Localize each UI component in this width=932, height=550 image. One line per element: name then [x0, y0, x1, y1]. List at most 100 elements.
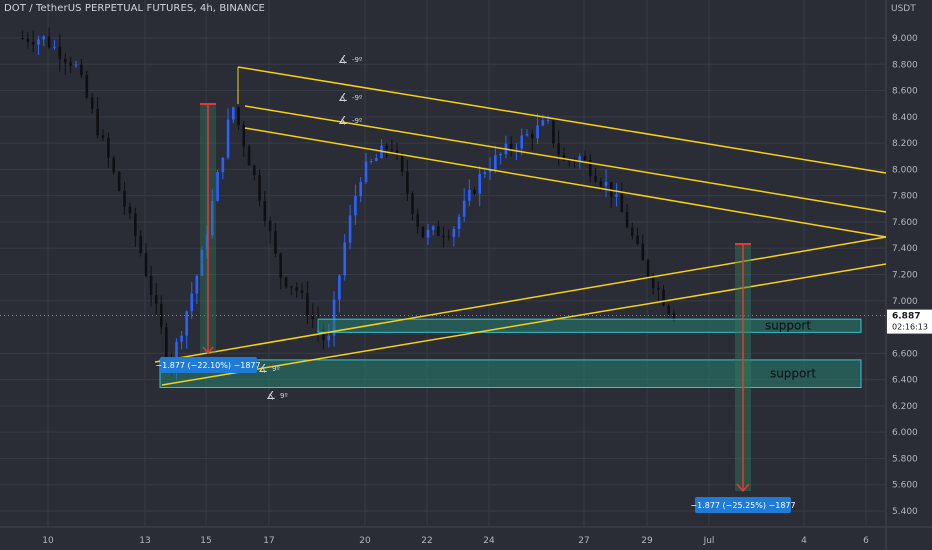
symbol-title: DOT / TetherUS PERPETUAL FUTURES, 4h, BI… — [4, 3, 265, 14]
price-tick-label: 8.600 — [892, 87, 918, 97]
candle-up — [426, 229, 430, 238]
time-tick-label: 10 — [42, 536, 54, 546]
price-tick-label: 6.600 — [892, 349, 918, 359]
candle-up — [499, 154, 502, 156]
time-tick-label: 27 — [578, 536, 589, 546]
candle-down — [562, 154, 566, 161]
candle-down — [567, 160, 571, 162]
candle-up — [74, 64, 78, 66]
bar-countdown: 02:16:13 — [892, 323, 928, 332]
trendline[interactable] — [244, 127, 887, 238]
measure-label-right-bg — [695, 497, 791, 513]
candle-down — [395, 150, 399, 156]
angle-mark-label: -9º — [352, 117, 362, 125]
candle-up — [200, 249, 204, 276]
candle-up — [175, 341, 178, 368]
candle-down — [667, 305, 670, 314]
time-tick-label: 17 — [263, 536, 274, 546]
time-tick-label: 29 — [641, 536, 653, 546]
price-tick-label: 6.000 — [892, 428, 918, 438]
candle-down — [154, 295, 158, 304]
candle-up — [541, 120, 545, 126]
angle-mark-label: 9º — [280, 392, 288, 400]
candle-up — [37, 39, 40, 45]
trendline[interactable] — [161, 263, 887, 386]
trendline[interactable] — [244, 105, 887, 213]
candle-up — [494, 155, 497, 170]
candle-up — [578, 156, 582, 162]
time-tick-label: 24 — [483, 536, 495, 546]
candle-up — [369, 161, 373, 163]
candle-down — [134, 213, 137, 237]
candle-up — [525, 134, 529, 136]
candle-down — [631, 227, 634, 236]
candle-down — [96, 109, 99, 136]
candle-down — [651, 276, 655, 289]
support-zone-upper[interactable] — [317, 318, 862, 333]
candle-up — [180, 335, 183, 342]
time-tick-label: 20 — [359, 536, 371, 546]
angle-icon: ∡ — [338, 91, 348, 104]
candle-down — [306, 293, 309, 316]
candle-down — [258, 175, 261, 201]
candle-down — [101, 135, 105, 138]
measure-label-left: −1.877 (−22.10%) −1877 — [155, 361, 260, 370]
candle-up — [488, 169, 492, 173]
support-zone-lower[interactable] — [159, 359, 862, 388]
candle-down — [416, 214, 419, 227]
candle-down — [90, 97, 94, 110]
candle-up — [364, 161, 368, 182]
angle-icon: ∡ — [338, 114, 348, 127]
candle-up — [515, 148, 518, 150]
candle-down — [322, 329, 325, 341]
candle-up — [478, 173, 481, 194]
candle-down — [247, 146, 251, 166]
candle-up — [185, 311, 188, 336]
candle-down — [31, 42, 35, 45]
candle-up — [195, 275, 199, 294]
candle-down — [107, 137, 110, 158]
arrow-down-icon — [202, 346, 214, 355]
angle-icon: ∡ — [338, 53, 348, 66]
candle-up — [359, 181, 363, 197]
time-tick-label: 6 — [863, 536, 869, 546]
candle-down — [47, 36, 51, 48]
candle-down — [274, 231, 277, 254]
candle-down — [26, 38, 30, 43]
candle-up — [604, 182, 608, 186]
price-tick-label: 5.400 — [892, 507, 918, 517]
price-tick-label: 7.600 — [892, 218, 918, 228]
grid-layer — [0, 0, 886, 527]
trendline[interactable] — [154, 236, 887, 363]
price-tick-label: 8.000 — [892, 165, 918, 175]
candle-down — [139, 236, 142, 253]
candle-down — [284, 277, 288, 287]
price-tick-label: 7.000 — [892, 297, 918, 307]
candle-up — [211, 201, 214, 236]
candle-down — [390, 149, 394, 151]
candle-down — [599, 181, 603, 186]
candle-down — [552, 119, 555, 144]
candle-down — [573, 160, 576, 162]
candle-down — [69, 62, 72, 66]
candle-up — [42, 36, 46, 40]
candle-down — [400, 155, 404, 172]
price-tick-label: 7.200 — [892, 271, 918, 281]
candle-down — [242, 124, 246, 147]
candle-down — [657, 288, 660, 290]
candle-up — [205, 235, 209, 250]
measure-label-left-bg — [160, 357, 257, 373]
candle-down — [636, 235, 639, 244]
candle-down — [557, 143, 560, 155]
candle-down — [165, 327, 168, 359]
candle-down — [128, 206, 132, 214]
candle-up — [348, 215, 352, 243]
candle-down — [237, 107, 240, 125]
candle-down — [159, 303, 163, 328]
price-tick-label: 7.400 — [892, 244, 918, 254]
trendline[interactable] — [237, 66, 887, 174]
candle-up — [216, 172, 219, 202]
candle-down — [406, 171, 409, 194]
